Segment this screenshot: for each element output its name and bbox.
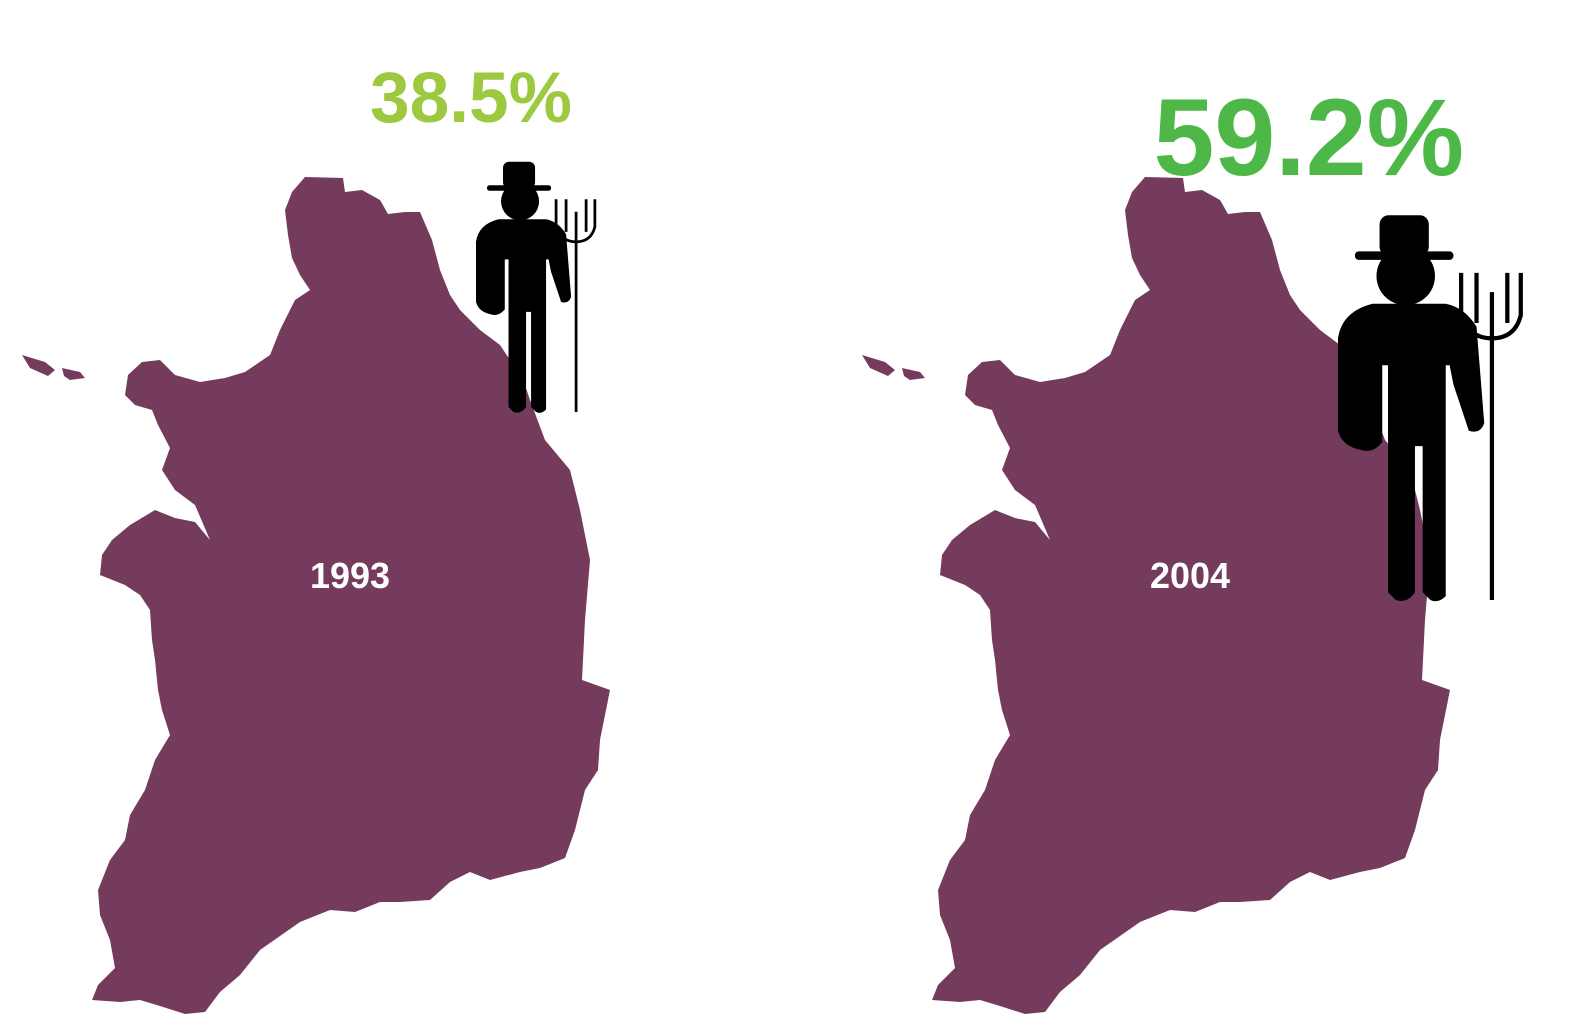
value-label: 59.2% [1153,77,1464,199]
value-label: 38.5% [370,59,572,138]
year-label: 2004 [1150,555,1230,596]
year-label: 1993 [310,555,390,596]
